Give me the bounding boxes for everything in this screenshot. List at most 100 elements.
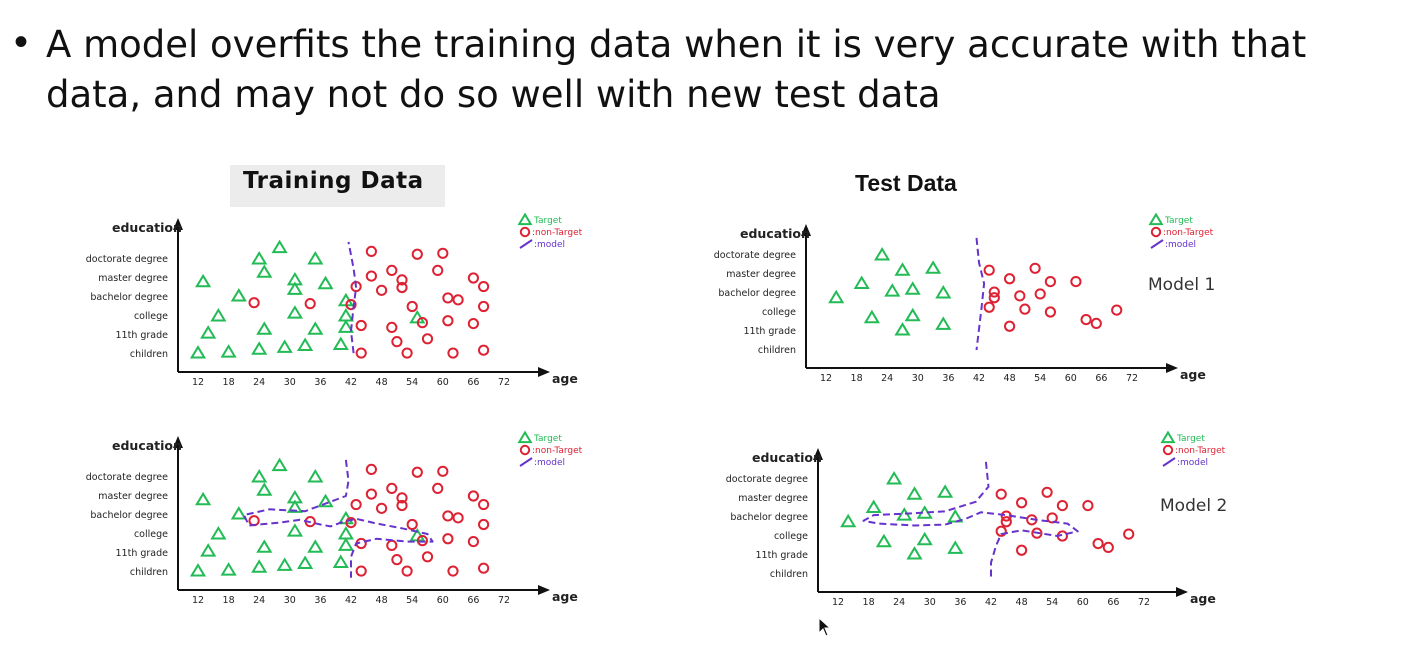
- non-target-point: [396, 281, 408, 294]
- x-tick-label: 30: [284, 377, 296, 388]
- non-target-point: [386, 264, 398, 276]
- target-point: [286, 281, 303, 295]
- target-point: [276, 557, 293, 571]
- target-point: [947, 509, 964, 523]
- x-tick-label: 48: [1004, 373, 1016, 384]
- non-target-point: [447, 565, 459, 577]
- x-tick-label: 30: [284, 595, 296, 606]
- x-tick-label: 60: [1065, 373, 1077, 384]
- target-point: [906, 546, 923, 560]
- target-point: [337, 526, 354, 540]
- non-target-point: [345, 517, 357, 529]
- target-point: [937, 484, 954, 498]
- target-point: [863, 309, 880, 324]
- y-tick-label: bachelor degree: [90, 510, 168, 521]
- x-tick-label: 48: [1016, 597, 1028, 608]
- non-target-point: [1102, 541, 1114, 554]
- training-data-title: Training Data: [243, 168, 424, 194]
- non-target-point: [1082, 500, 1094, 512]
- non-target-point: [467, 490, 479, 502]
- target-point: [286, 305, 303, 319]
- non-target-point: [350, 498, 362, 511]
- legend-target-label: Target: [1176, 434, 1205, 444]
- non-target-point: [401, 347, 413, 359]
- non-target-point: [421, 551, 434, 563]
- non-target-point: [391, 554, 403, 566]
- legend-target-label: Target: [533, 216, 562, 226]
- non-target-point: [983, 301, 995, 313]
- non-target-point: [995, 488, 1007, 500]
- target-point: [256, 264, 273, 278]
- target-point: [256, 539, 273, 553]
- legend-target-label: Target: [533, 434, 562, 444]
- legend-target-label: Target: [1164, 216, 1193, 226]
- model-label: Model 1: [1148, 275, 1215, 295]
- bullet-text: A model overfits the training data when …: [46, 23, 1307, 116]
- target-point: [317, 275, 334, 290]
- y-tick-label: college: [762, 307, 796, 318]
- model-label: Model 2: [1160, 496, 1227, 516]
- x-tick-label: 12: [192, 377, 204, 388]
- y-axis-label: education: [740, 226, 810, 241]
- target-point: [884, 283, 901, 297]
- target-point: [307, 251, 324, 265]
- non-target-point: [1041, 486, 1053, 498]
- y-tick-label: doctorate degree: [86, 254, 168, 265]
- legend-model-marker: [1150, 239, 1164, 249]
- non-target-point: [396, 492, 408, 504]
- x-tick-label: 18: [223, 595, 235, 606]
- x-tick-label: 36: [942, 373, 954, 384]
- x-tick-label: 54: [1046, 597, 1058, 608]
- x-tick-label: 66: [1107, 597, 1119, 608]
- target-point: [271, 457, 288, 472]
- x-tick-label: 24: [253, 595, 265, 606]
- non-target-point: [416, 535, 428, 547]
- x-tick-label: 60: [437, 595, 449, 606]
- x-tick-label: 54: [406, 595, 418, 606]
- x-tick-label: 12: [832, 597, 844, 608]
- non-target-point: [1004, 320, 1016, 332]
- non-target-point: [365, 488, 377, 500]
- target-point: [875, 533, 892, 548]
- x-tick-label: 24: [253, 377, 265, 388]
- y-tick-label: doctorate degree: [86, 472, 168, 483]
- legend-model-marker: [519, 457, 533, 467]
- target-point: [317, 493, 334, 508]
- x-tick-label: 24: [893, 597, 905, 608]
- target-point: [874, 247, 891, 261]
- x-tick-label: 72: [1126, 373, 1138, 384]
- target-point: [307, 539, 324, 553]
- non-target-point: [442, 510, 454, 522]
- target-point: [189, 345, 207, 359]
- training-title-background: [230, 165, 445, 207]
- x-tick-label: 72: [1138, 597, 1150, 608]
- non-target-point: [478, 344, 490, 356]
- x-axis-label: age: [552, 371, 578, 386]
- x-tick-label: 54: [406, 377, 418, 388]
- non-target-point: [1019, 303, 1031, 315]
- x-tick-label: 18: [223, 377, 235, 388]
- target-point: [865, 499, 882, 513]
- non-target-point: [1070, 276, 1082, 288]
- x-tick-label: 42: [973, 373, 985, 384]
- non-target-point: [1000, 516, 1012, 528]
- non-target-point: [396, 499, 408, 512]
- x-tick-label: 36: [314, 595, 326, 606]
- target-point: [210, 308, 227, 322]
- x-axis-arrow-icon: [1176, 587, 1188, 597]
- y-axis-arrow-icon: [813, 448, 823, 460]
- non-target-point: [1016, 497, 1028, 509]
- non-target-point: [416, 317, 428, 329]
- x-tick-label: 54: [1034, 373, 1046, 384]
- target-point: [947, 540, 964, 554]
- target-point: [230, 506, 247, 520]
- target-point: [200, 325, 217, 339]
- non-target-point: [1056, 500, 1069, 512]
- target-point: [935, 285, 952, 299]
- x-tick-label: 12: [192, 595, 204, 606]
- x-axis-arrow-icon: [538, 367, 550, 377]
- x-tick-label: 66: [1095, 373, 1107, 384]
